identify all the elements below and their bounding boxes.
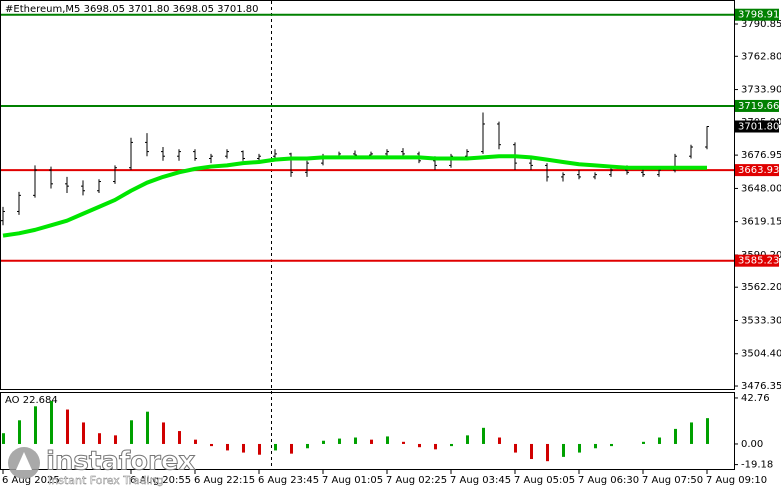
y-tick-label: 3504.40: [741, 349, 781, 360]
level-label-box: [735, 99, 779, 112]
x-tick-label: 7 Aug 06:30: [578, 475, 639, 486]
ao-bar: [370, 439, 373, 444]
level-label-box: [735, 254, 779, 267]
y-tick-label: 3533.30: [741, 315, 781, 326]
y-tick-label: 42.76: [741, 393, 770, 404]
ao-bar: [146, 411, 149, 444]
brand: instaforex: [46, 447, 196, 477]
x-tick-label: 6 Aug 20:55: [130, 475, 191, 486]
ao-bar: [50, 400, 53, 444]
ao-bar: [450, 443, 453, 447]
ao-bar: [242, 443, 245, 453]
ao-bar: [418, 443, 421, 448]
y-tick-label: 3790.85: [741, 19, 781, 30]
ao-bar: [546, 443, 549, 462]
ao-bar: [162, 422, 165, 444]
main-panel: [0, 0, 735, 390]
ao-bar: [434, 443, 437, 450]
ao-bar: [258, 443, 261, 455]
level-label: 3585.23: [738, 256, 779, 267]
y-tick-label: 3476.35: [741, 381, 781, 392]
x-tick-label: 7 Aug 03:45: [450, 475, 511, 486]
level-label: 3663.93: [738, 165, 779, 176]
ao-bar: [322, 440, 325, 444]
ao-bar: [642, 441, 645, 444]
level-label: 3798.91: [738, 10, 779, 21]
moving-average: [2, 154, 707, 238]
level-label-box: [735, 164, 779, 177]
chart-title: #Ethereum,M5 3698.05 3701.80 3698.05 370…: [5, 4, 259, 15]
logo-mark: [16, 452, 32, 470]
y-tick-label: 3762.80: [741, 51, 781, 62]
ao-bar: [34, 406, 37, 444]
ao-bar: [386, 436, 389, 444]
ao-bar: [290, 443, 293, 454]
ao-bar: [2, 433, 5, 444]
y-tick-label: 3619.15: [741, 217, 781, 228]
ao-panel: [0, 392, 735, 470]
ao-bar: [210, 443, 213, 447]
y-tick-label: 3733.90: [741, 85, 781, 96]
y-tick-label: 3676.95: [741, 150, 781, 161]
ao-bar: [466, 435, 469, 444]
x-tick-label: 7 Aug 01:05: [322, 475, 383, 486]
ao-bar: [610, 443, 613, 447]
ao-bar: [498, 437, 501, 444]
ao-bar: [658, 437, 661, 444]
ao-bar: [194, 439, 197, 444]
x-tick-label: 6 Aug 2025: [2, 475, 60, 486]
y-tick-label: 3648.00: [741, 183, 781, 194]
ao-bar: [82, 422, 85, 444]
x-tick-label: 7 Aug 07:50: [642, 475, 703, 486]
ao-bar: [706, 418, 709, 444]
ao-bar: [66, 409, 69, 444]
ao-bar: [514, 443, 517, 453]
last-price-box: [735, 120, 779, 133]
ao-bar: [690, 422, 693, 444]
ao-bar: [530, 443, 533, 460]
ao-bar: [18, 420, 21, 444]
tagline: Instant Forex Trading: [48, 474, 164, 487]
ao-bar: [114, 435, 117, 444]
ao-bar: [274, 443, 277, 451]
level-label-box: [735, 8, 779, 21]
ao-bar: [178, 431, 181, 444]
ao-bar: [130, 420, 133, 444]
last-price-label: 3701.80: [738, 122, 779, 133]
level-label: 3719.66: [738, 101, 779, 112]
x-tick-label: 7 Aug 09:10: [706, 475, 767, 486]
ao-bar: [578, 443, 581, 453]
ao-bar: [226, 443, 229, 451]
ao-title: AO 22.684: [5, 395, 58, 406]
x-tick-label: 6 Aug 23:45: [258, 475, 319, 486]
ao-bar: [338, 438, 341, 444]
x-tick-label: 7 Aug 02:25: [386, 475, 447, 486]
ao-bar: [594, 443, 597, 449]
x-tick-label: 6 Aug 22:15: [194, 475, 255, 486]
y-tick-label: 0.00: [741, 439, 763, 450]
ao-bar: [354, 437, 357, 444]
y-tick-label: -19.18: [741, 460, 773, 471]
x-tick-label: 7 Aug 05:05: [514, 475, 575, 486]
ao-bar: [482, 427, 485, 444]
ao-bar: [674, 428, 677, 444]
ao-bar: [306, 443, 309, 449]
y-tick-label: 3562.20: [741, 282, 781, 293]
ao-bar: [562, 443, 565, 457]
ao-bar: [98, 433, 101, 444]
ao-bar: [402, 441, 405, 444]
